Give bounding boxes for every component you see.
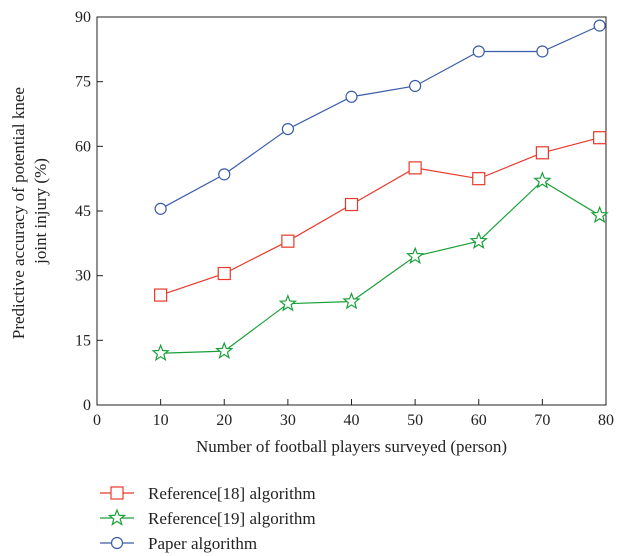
data-point (472, 172, 486, 186)
data-point (217, 266, 231, 281)
data-point (535, 146, 549, 160)
legend-label: Paper algorithm (148, 534, 257, 553)
x-tick-label: 20 (216, 412, 232, 429)
legend-marker (107, 508, 127, 526)
x-tick-label: 10 (153, 412, 169, 429)
data-point (593, 131, 607, 145)
legend-item: Reference[18] algorithm (100, 484, 316, 503)
y-tick-label: 15 (75, 332, 91, 349)
x-tick-label: 0 (93, 412, 101, 429)
series-line (160, 180, 600, 354)
data-point (590, 205, 609, 224)
data-point (281, 234, 295, 248)
y-axis-ticks: 0 15 30 45 60 75 90 (75, 9, 103, 414)
legend-marker (110, 536, 124, 550)
data-point (342, 291, 361, 310)
series-layer (151, 19, 609, 362)
data-point (345, 90, 358, 103)
y-tick-label: 30 (75, 268, 91, 285)
series-star (151, 171, 609, 362)
y-axis-label-line-2: joint injury (%) (31, 158, 50, 265)
y-tick-label: 0 (83, 397, 91, 414)
series-line (160, 137, 600, 296)
legend-label: Reference[19] algorithm (148, 509, 316, 528)
data-point (154, 288, 168, 302)
y-axis-label: Predictive accuracy of potential knee jo… (9, 83, 50, 339)
x-axis-label: Number of football players surveyed (per… (196, 437, 507, 456)
series-line (160, 25, 600, 210)
data-point (469, 231, 488, 250)
x-tick-label: 70 (534, 412, 550, 429)
data-point (405, 246, 425, 265)
x-tick-label: 50 (407, 412, 423, 429)
data-point (536, 45, 549, 58)
data-point (151, 343, 170, 362)
y-tick-label: 75 (75, 74, 91, 91)
y-tick-label: 60 (75, 138, 91, 155)
data-point (278, 294, 298, 312)
series-square (154, 131, 607, 302)
legend-item: Reference[19] algorithm (100, 508, 316, 528)
data-point (344, 197, 359, 212)
y-tick-label: 90 (75, 9, 91, 26)
legend-item: Paper algorithm (100, 534, 257, 553)
x-tick-label: 40 (344, 412, 360, 429)
data-point (281, 122, 294, 136)
data-point (215, 341, 234, 359)
data-point (154, 202, 167, 215)
x-tick-label: 60 (471, 412, 487, 429)
legend-label: Reference[18] algorithm (148, 484, 316, 503)
series-circle (154, 19, 606, 215)
legend-marker (110, 486, 124, 500)
y-tick-label: 45 (75, 203, 91, 220)
data-point (593, 19, 606, 32)
data-point (409, 79, 422, 93)
data-point (408, 161, 422, 175)
data-point (218, 168, 231, 181)
data-point (533, 171, 552, 189)
x-tick-label: 80 (598, 412, 614, 429)
legend: Reference[18] algorithm Reference[19] alg… (100, 484, 316, 553)
x-axis-ticks: 0 10 20 30 40 50 60 70 80 (93, 399, 614, 429)
y-axis-label-line-1: Predictive accuracy of potential knee (9, 87, 28, 339)
data-point (472, 45, 485, 58)
x-tick-label: 30 (280, 412, 296, 429)
